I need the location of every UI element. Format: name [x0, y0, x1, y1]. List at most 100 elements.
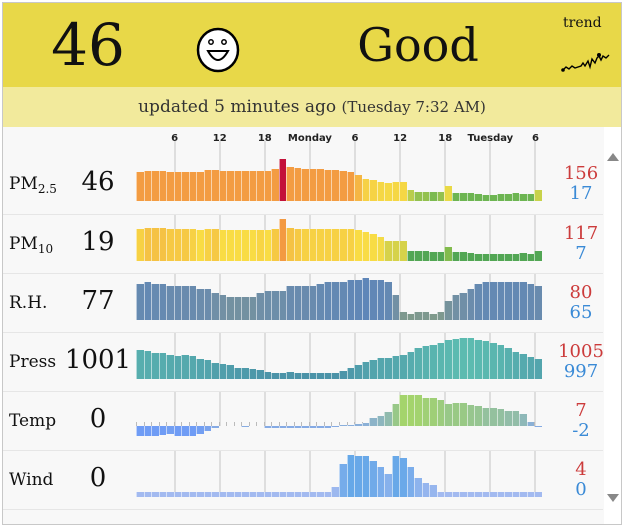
chart-bar	[158, 284, 167, 320]
aqi-status: Good	[357, 18, 479, 72]
chart-bar	[519, 354, 527, 379]
chart-bar	[211, 228, 219, 261]
metric-subscript: 2.5	[37, 182, 57, 196]
chart-bar	[436, 400, 445, 426]
chart-bar	[188, 426, 197, 436]
chart-bar	[233, 492, 242, 497]
chart-bar	[166, 228, 174, 261]
chart-bar	[339, 424, 347, 426]
metric-current-value: 1001	[64, 345, 132, 375]
zero-tick	[354, 422, 356, 426]
zero-tick	[166, 422, 168, 426]
chart-bar	[511, 193, 520, 201]
chart-bar	[188, 286, 197, 320]
chart-bar	[271, 426, 279, 428]
trend-sparkline-icon[interactable]	[559, 43, 615, 75]
metric-name: Press	[9, 352, 57, 372]
chart-bar	[451, 402, 460, 426]
chart-bar	[511, 282, 520, 320]
metric-bar-chart[interactable]	[136, 392, 542, 451]
chart-bar	[226, 492, 234, 497]
metric-min: 997	[563, 361, 599, 382]
metric-row[interactable]: Wind 0 4 0	[3, 451, 603, 510]
chart-bar	[354, 455, 362, 497]
smiley-icon	[196, 27, 240, 73]
chart-bar	[181, 492, 189, 497]
scroll-up-icon[interactable]	[607, 153, 619, 161]
chart-bar	[181, 355, 189, 379]
metric-row[interactable]: PM10 19 117 7	[3, 215, 603, 274]
chart-bar	[308, 426, 317, 428]
chart-bar	[166, 492, 174, 497]
chart-bar	[451, 252, 460, 261]
chart-bar	[511, 492, 520, 497]
chart-bar	[414, 251, 422, 261]
chart-bar	[391, 455, 400, 497]
metric-max: 80	[569, 282, 593, 303]
chart-bar	[196, 426, 204, 434]
trend-label[interactable]: trend	[563, 15, 602, 31]
metric-row[interactable]: Temp 0 7 -2	[3, 392, 603, 451]
chart-bar	[136, 171, 144, 201]
metric-min: -2	[572, 420, 590, 441]
chart-bar	[293, 492, 302, 497]
chart-bar	[451, 294, 460, 320]
chart-bar	[391, 241, 400, 261]
chart-bar	[226, 230, 234, 261]
chart-bar	[203, 492, 212, 497]
chart-bar	[369, 359, 377, 379]
chart-bar	[481, 194, 490, 201]
chart-bar	[323, 492, 332, 497]
metric-bar-chart[interactable]	[136, 215, 542, 274]
chart-bar	[316, 229, 324, 261]
chart-bar	[248, 171, 257, 201]
chart-bar	[293, 286, 302, 320]
chart-bar	[511, 410, 520, 426]
metric-current-value: 46	[81, 167, 115, 197]
metric-bar-chart[interactable]	[136, 451, 542, 510]
chart-bar	[158, 492, 167, 497]
chart-bar	[331, 426, 339, 428]
updated-time: (Tuesday 7:32 AM)	[341, 98, 486, 116]
chart-bar	[504, 253, 512, 261]
chart-bar	[414, 191, 422, 201]
chart-bar	[444, 492, 452, 497]
chart-bar	[241, 296, 249, 320]
time-axis-label: Tuesday	[467, 133, 514, 144]
zero-tick	[308, 422, 310, 426]
chart-bar	[316, 426, 324, 428]
summary-header: 46 Good trend	[3, 3, 621, 87]
grid-line	[308, 451, 311, 497]
chart-bar	[459, 292, 467, 320]
chart-bar	[136, 229, 144, 261]
chart-bar	[308, 492, 317, 497]
scrollbar[interactable]	[604, 127, 621, 524]
zero-tick	[196, 422, 198, 426]
zero-tick	[339, 422, 340, 426]
chart-bar	[481, 408, 490, 426]
chart-bar	[346, 424, 355, 426]
scroll-down-icon[interactable]	[607, 494, 619, 502]
metric-row[interactable]: Press 1001 1005 997	[3, 333, 604, 392]
chart-bar	[406, 313, 415, 320]
chart-bar	[286, 167, 294, 201]
chart-bar	[323, 426, 332, 428]
metric-current-value: 0	[89, 404, 107, 434]
chart-bar	[316, 284, 324, 320]
metric-row[interactable]: PM2.5 46 156 17 6 12 18 Monday 6 12 18 Tuesday 6	[3, 127, 603, 215]
chart-bar	[286, 426, 294, 428]
chart-bar	[173, 492, 182, 497]
metric-row[interactable]: R.H. 77 80 65	[3, 274, 603, 333]
chart-bar	[233, 367, 242, 379]
chart-bar	[489, 342, 497, 379]
chart-bar	[526, 284, 535, 320]
zero-tick	[301, 422, 303, 426]
chart-bar	[256, 229, 264, 261]
chart-bar	[196, 492, 204, 497]
metric-bar-chart[interactable]	[136, 274, 542, 333]
chart-bar	[196, 358, 204, 379]
metric-bar-chart[interactable]: 6 12 18 Monday 6 12 18 Tuesday 6	[136, 133, 542, 214]
grid-line	[354, 333, 357, 379]
metric-bar-chart[interactable]	[136, 333, 542, 392]
